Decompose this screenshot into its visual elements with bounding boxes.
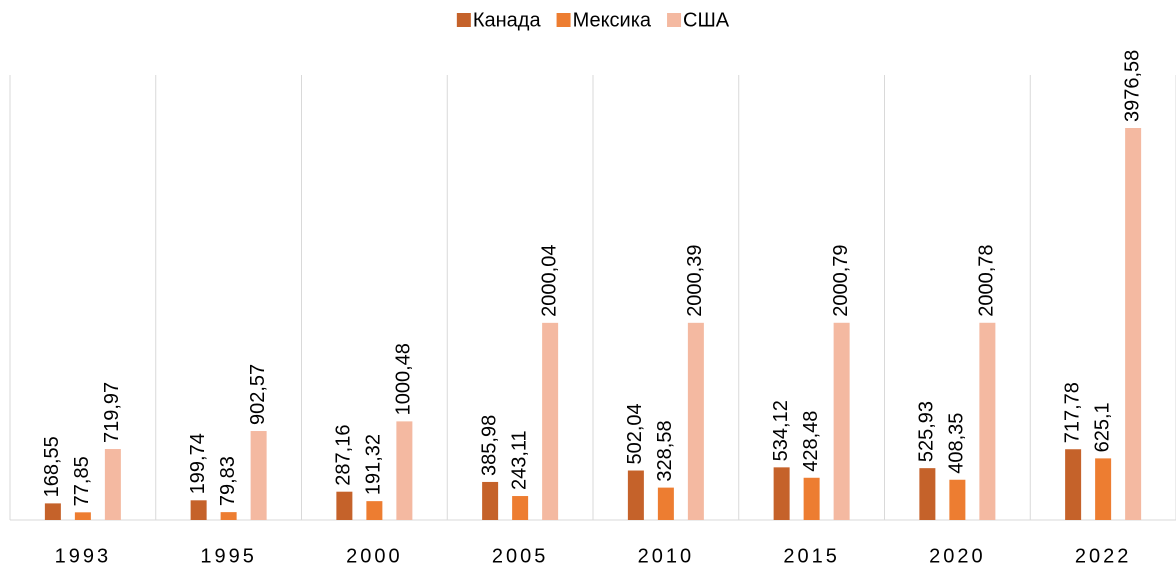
bar bbox=[1095, 458, 1112, 520]
value-label: 191,32 bbox=[363, 434, 385, 495]
bar bbox=[949, 479, 966, 520]
bar bbox=[833, 322, 850, 520]
value-label: 2000,78 bbox=[976, 244, 998, 316]
bar bbox=[250, 431, 267, 520]
bar bbox=[74, 512, 91, 520]
value-label: 199,74 bbox=[187, 433, 209, 494]
value-label: 902,57 bbox=[247, 364, 269, 425]
value-label: 2000,39 bbox=[684, 245, 706, 317]
bar bbox=[542, 322, 559, 520]
value-label: 79,83 bbox=[217, 456, 239, 506]
x-tick-label: 2020 bbox=[929, 545, 986, 567]
value-label: 525,93 bbox=[916, 401, 938, 462]
value-label: 502,04 bbox=[624, 403, 646, 464]
bar bbox=[657, 487, 674, 520]
bar bbox=[190, 500, 207, 520]
bar bbox=[627, 470, 644, 520]
bar bbox=[919, 468, 936, 520]
legend-swatch bbox=[667, 13, 682, 27]
x-tick-label: 1995 bbox=[200, 545, 257, 567]
bar bbox=[396, 421, 413, 520]
legend-label: Мексика bbox=[573, 9, 652, 31]
x-tick-label: 2015 bbox=[783, 545, 840, 567]
x-tick-label: 2010 bbox=[638, 545, 695, 567]
value-label: 625,1 bbox=[1091, 402, 1113, 452]
value-label: 428,48 bbox=[800, 411, 822, 472]
legend-label: Канада bbox=[473, 9, 542, 31]
value-label: 719,97 bbox=[101, 382, 123, 443]
value-label: 328,58 bbox=[654, 420, 676, 481]
bar bbox=[979, 322, 996, 520]
value-label: 77,85 bbox=[71, 456, 93, 506]
x-tick-label: 1993 bbox=[55, 545, 112, 567]
legend-label: США bbox=[683, 9, 730, 31]
value-label: 168,55 bbox=[41, 436, 63, 497]
bar bbox=[336, 491, 353, 520]
x-tick-label: 2000 bbox=[346, 545, 403, 567]
x-tick-label: 2022 bbox=[1075, 545, 1132, 567]
value-label: 534,12 bbox=[770, 400, 792, 461]
bar bbox=[366, 501, 383, 520]
bar bbox=[104, 449, 121, 520]
bar bbox=[220, 512, 237, 520]
bar bbox=[44, 503, 61, 520]
value-label: 243,11 bbox=[508, 430, 530, 490]
bar bbox=[512, 496, 529, 520]
bar bbox=[803, 477, 820, 520]
bar bbox=[773, 467, 790, 520]
value-label: 287,16 bbox=[333, 425, 355, 486]
bar bbox=[1065, 449, 1082, 520]
value-label: 3976,58 bbox=[1121, 50, 1143, 122]
value-label: 2000,79 bbox=[830, 244, 852, 316]
value-label: 408,35 bbox=[946, 413, 968, 474]
value-label: 2000,04 bbox=[538, 245, 560, 317]
legend-swatch bbox=[556, 13, 571, 27]
value-label: 1000,48 bbox=[393, 343, 415, 415]
value-label: 717,78 bbox=[1061, 382, 1083, 443]
value-label: 385,98 bbox=[478, 415, 500, 476]
bar bbox=[482, 481, 499, 520]
legend-swatch bbox=[456, 13, 471, 27]
bar bbox=[687, 322, 704, 520]
bar bbox=[1125, 128, 1142, 521]
x-tick-label: 2005 bbox=[492, 545, 549, 567]
